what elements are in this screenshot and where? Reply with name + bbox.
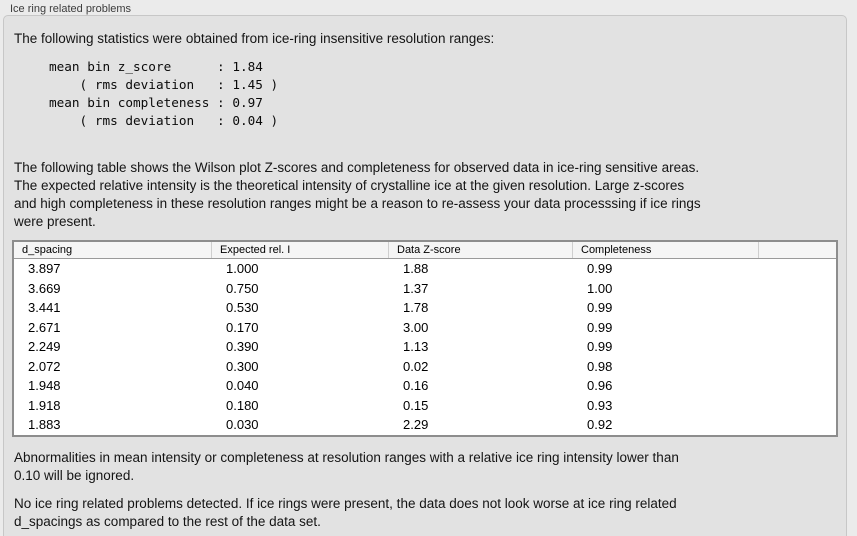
cell-d-spacing: 3.897 — [28, 261, 61, 276]
cell-completeness: 0.93 — [587, 397, 613, 413]
cell-expected-i: 0.040 — [226, 378, 259, 393]
cell-data-zscore: 1.13 — [403, 339, 429, 354]
cell-d-spacing: 3.669 — [28, 280, 61, 296]
table-description-text: The following table shows the Wilson plo… — [14, 160, 701, 229]
cell-d-spacing: 2.072 — [28, 358, 61, 374]
cell-d-spacing: 2.671 — [28, 319, 61, 335]
cell-empty — [759, 376, 836, 396]
table-row[interactable]: 3.897 1.000 1.88 0.99 — [14, 259, 836, 279]
cell-data-zscore: 0.16 — [403, 378, 429, 393]
cell-d-spacing: 1.948 — [28, 378, 61, 393]
cell-empty — [759, 337, 836, 357]
table-row[interactable]: 2.072 0.300 0.02 0.98 — [14, 356, 836, 377]
stats-intro-text: The following statistics were obtained f… — [14, 31, 495, 46]
table-row[interactable]: 2.249 0.390 1.13 0.99 — [14, 337, 836, 357]
cell-expected-i: 0.030 — [226, 417, 259, 432]
cell-data-zscore: 1.78 — [403, 300, 429, 315]
cell-expected-i: 1.000 — [226, 261, 259, 276]
table-header-row: d_spacing Expected rel. I Data Z-score C… — [14, 242, 836, 259]
column-header-d-spacing[interactable]: d_spacing — [14, 242, 212, 258]
cell-completeness: 0.99 — [587, 300, 613, 315]
cell-completeness: 0.96 — [587, 378, 613, 393]
cell-expected-i: 0.750 — [226, 280, 259, 296]
cell-data-zscore: 0.15 — [403, 397, 429, 413]
column-header-expected-i[interactable]: Expected rel. I — [212, 242, 389, 258]
cell-completeness: 1.00 — [587, 280, 613, 296]
column-header-data-zscore[interactable]: Data Z-score — [389, 242, 573, 258]
table-row[interactable]: 3.441 0.530 1.78 0.99 — [14, 298, 836, 318]
cell-expected-i: 0.180 — [226, 397, 259, 413]
column-header-empty[interactable] — [759, 242, 836, 258]
table-row[interactable]: 1.948 0.040 0.16 0.96 — [14, 376, 836, 396]
cell-empty — [759, 396, 836, 416]
cell-empty — [759, 298, 836, 318]
cell-data-zscore: 1.37 — [403, 280, 429, 296]
cell-expected-i: 0.390 — [226, 339, 259, 354]
cell-expected-i: 0.170 — [226, 319, 259, 335]
ice-ring-table: d_spacing Expected rel. I Data Z-score C… — [12, 240, 838, 437]
conclusion-text: No ice ring related problems detected. I… — [14, 495, 677, 529]
table-row[interactable]: 2.671 0.170 3.00 0.99 — [14, 317, 836, 338]
ice-ring-groupbox: The following statistics were obtained f… — [3, 15, 847, 536]
cell-d-spacing: 1.883 — [28, 417, 61, 432]
cell-completeness: 0.99 — [587, 319, 613, 335]
cell-completeness: 0.99 — [587, 261, 613, 276]
cell-data-zscore: 0.02 — [403, 358, 429, 374]
cell-completeness: 0.99 — [587, 339, 613, 354]
table-body: 3.897 1.000 1.88 0.99 3.669 0.750 1.37 1… — [14, 259, 836, 435]
cell-empty — [759, 357, 836, 377]
stats-block: mean bin z_score : 1.84 ( rms deviation … — [49, 59, 279, 128]
table-row[interactable]: 1.918 0.180 0.15 0.93 — [14, 395, 836, 416]
cell-data-zscore: 1.88 — [403, 261, 429, 276]
cell-empty — [759, 259, 836, 279]
cell-completeness: 0.92 — [587, 417, 613, 432]
cell-d-spacing: 3.441 — [28, 300, 61, 315]
panel-title: Ice ring related problems — [10, 3, 132, 15]
cell-empty — [759, 279, 836, 299]
table-row[interactable]: 3.669 0.750 1.37 1.00 — [14, 278, 836, 299]
cell-data-zscore: 3.00 — [403, 319, 429, 335]
cell-completeness: 0.98 — [587, 358, 613, 374]
column-header-completeness[interactable]: Completeness — [573, 242, 759, 258]
table-row[interactable]: 1.883 0.030 2.29 0.92 — [14, 415, 836, 435]
cell-empty — [759, 415, 836, 435]
cell-d-spacing: 2.249 — [28, 339, 61, 354]
ignore-note-text: Abnormalities in mean intensity or compl… — [14, 449, 679, 483]
cell-d-spacing: 1.918 — [28, 397, 61, 413]
cell-expected-i: 0.300 — [226, 358, 259, 374]
cell-expected-i: 0.530 — [226, 300, 259, 315]
cell-data-zscore: 2.29 — [403, 417, 429, 432]
cell-empty — [759, 318, 836, 338]
